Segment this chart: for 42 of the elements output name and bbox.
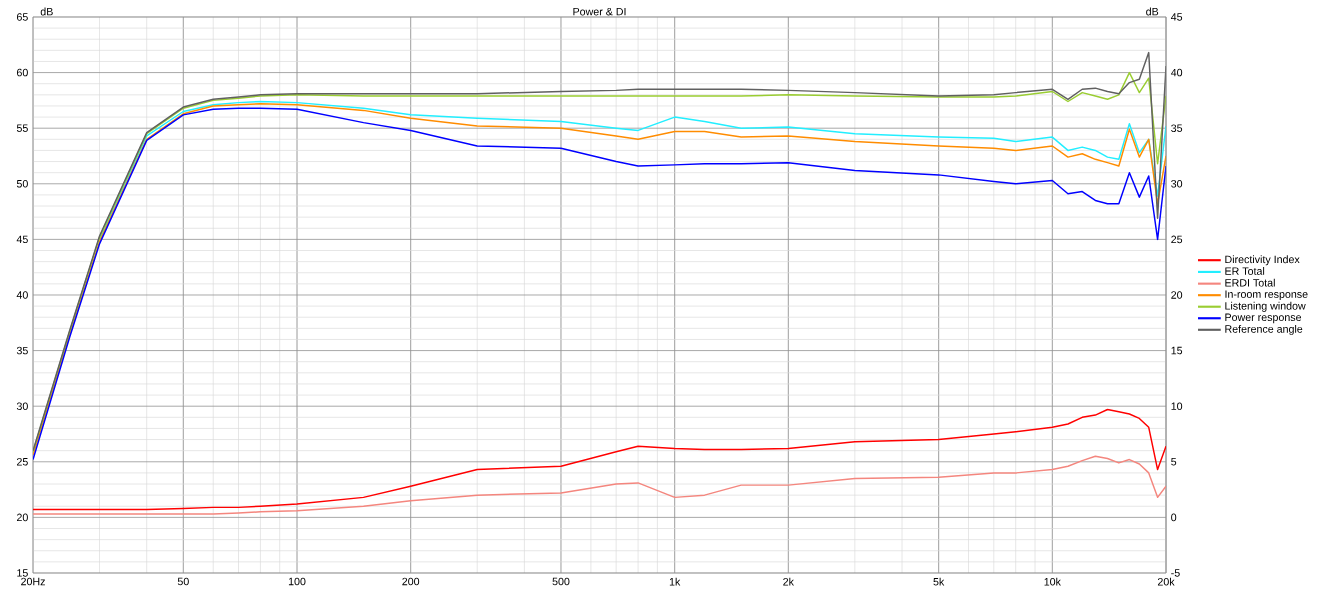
y2-tick-label: -5 — [1171, 569, 1180, 577]
x-tick-label: 1k — [669, 577, 681, 586]
y-tick-label: 25 — [16, 458, 28, 466]
y2-tick-label: 30 — [1171, 180, 1183, 188]
y-tick-label: 30 — [16, 402, 28, 410]
legend-label: ER Total — [1225, 267, 1265, 275]
y-tick-label: 40 — [16, 291, 28, 299]
x-tick-label: 2k — [783, 577, 794, 586]
x-tick-label: 200 — [402, 577, 420, 586]
chart-title: Power & DI — [573, 7, 626, 16]
y2-tick-label: 10 — [1171, 402, 1183, 410]
legend-label: Power response — [1225, 313, 1302, 324]
y-axis-title: dB — [40, 7, 53, 16]
x-tick-label: 100 — [288, 577, 306, 586]
y-tick-label: 55 — [16, 124, 28, 132]
y-tick-label: 45 — [16, 235, 28, 244]
legend-label: ERDI Total — [1225, 278, 1275, 287]
y2-tick-label: 5 — [1171, 458, 1177, 466]
y2-axis-title: dB — [1146, 7, 1159, 16]
legend-label: Directivity Index — [1225, 255, 1300, 266]
x-tick-label: 20Hz — [21, 577, 45, 586]
legend-label: Listening window — [1225, 301, 1306, 312]
y2-tick-label: 0 — [1171, 513, 1177, 522]
y-tick-label: 60 — [16, 68, 28, 77]
x-tick-label: 5k — [933, 577, 945, 586]
y-tick-label: 20 — [16, 513, 28, 522]
y2-tick-label: 20 — [1171, 291, 1183, 299]
y-tick-label: 50 — [16, 180, 28, 188]
x-tick-label: 20k — [1157, 577, 1175, 586]
y2-tick-label: 35 — [1171, 124, 1183, 132]
y2-tick-label: 45 — [1170, 13, 1183, 21]
x-tick-label: 500 — [552, 577, 570, 586]
y2-tick-label: 25 — [1171, 235, 1183, 244]
y-tick-label: 15 — [17, 569, 28, 577]
legend-label: In-room response — [1225, 290, 1308, 301]
y2-tick-label: 15 — [1171, 346, 1183, 355]
y2-tick-label: 40 — [1170, 68, 1183, 77]
legend-label: Reference angle — [1225, 324, 1303, 335]
x-tick-label: 10k — [1044, 577, 1061, 586]
y-tick-label: 65 — [16, 13, 28, 21]
x-tick-label: 50 — [177, 577, 189, 586]
y-tick-label: 35 — [16, 346, 28, 355]
